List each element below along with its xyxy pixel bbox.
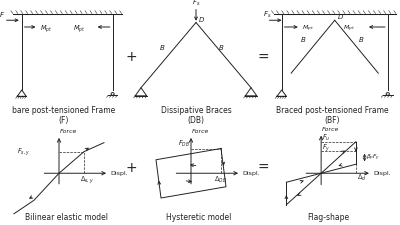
Text: $\beta_p F_y$: $\beta_p F_y$ — [366, 152, 380, 163]
Text: $F_y$: $F_y$ — [322, 142, 330, 154]
Text: Dissipative Braces
(DB): Dissipative Braces (DB) — [161, 106, 231, 125]
Text: $M_{pt}$: $M_{pt}$ — [302, 24, 314, 34]
Text: B: B — [301, 37, 306, 43]
Text: B: B — [160, 45, 165, 50]
Text: bare post-tensioned Frame
(F): bare post-tensioned Frame (F) — [12, 106, 116, 125]
Text: $M_{pt}$: $M_{pt}$ — [40, 23, 52, 35]
Text: B: B — [359, 37, 364, 43]
Text: Flag-shape: Flag-shape — [307, 214, 350, 223]
Text: $F_{DB}$: $F_{DB}$ — [178, 138, 190, 148]
Text: +: + — [125, 50, 137, 64]
Text: Bilinear elastic model: Bilinear elastic model — [25, 214, 108, 223]
Text: $F_s$: $F_s$ — [192, 0, 201, 8]
Text: $\Delta_{DB}$: $\Delta_{DB}$ — [214, 174, 226, 184]
Text: Displ.: Displ. — [110, 171, 128, 176]
Text: +: + — [125, 161, 137, 175]
Text: $M_{pt}$: $M_{pt}$ — [73, 23, 85, 35]
Text: B: B — [219, 45, 224, 50]
Text: F: F — [0, 12, 4, 18]
Text: Force: Force — [322, 127, 339, 132]
Text: Force: Force — [60, 129, 77, 134]
Text: $F_s$: $F_s$ — [263, 10, 271, 20]
Text: Displ.: Displ. — [373, 171, 391, 176]
Text: Force: Force — [192, 129, 209, 134]
Text: D: D — [338, 14, 343, 20]
Text: $F_{s,y}$: $F_{s,y}$ — [16, 146, 30, 158]
Text: $\Delta_{s,y}$: $\Delta_{s,y}$ — [80, 174, 94, 186]
Text: $\Delta_d$: $\Delta_d$ — [357, 173, 367, 183]
Text: $F_u$: $F_u$ — [322, 133, 330, 143]
Text: =: = — [257, 161, 269, 175]
Text: D: D — [198, 18, 204, 23]
Text: $M_{pt}$: $M_{pt}$ — [343, 24, 355, 34]
Text: Displ.: Displ. — [242, 171, 260, 176]
Text: =: = — [257, 50, 269, 64]
Text: Hysteretic model: Hysteretic model — [166, 214, 231, 223]
Text: Braced post-tensioned Frame
(BF): Braced post-tensioned Frame (BF) — [276, 106, 388, 125]
